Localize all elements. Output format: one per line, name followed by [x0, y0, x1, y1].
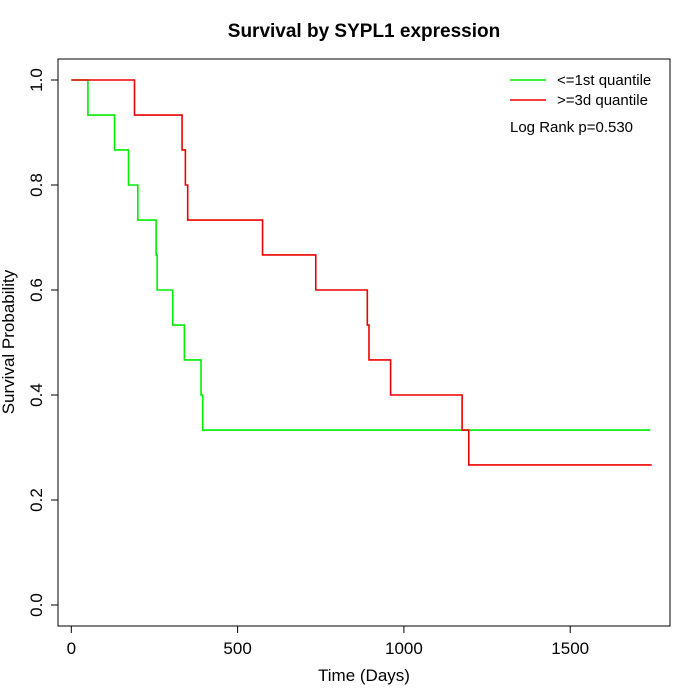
log-rank-annotation: Log Rank p=0.530	[510, 119, 633, 136]
x-tick-label: 1500	[551, 639, 589, 658]
y-tick-label: 0.8	[27, 173, 46, 197]
y-tick-label: 0.0	[27, 593, 46, 617]
legend-label: >=3d quantile	[557, 92, 648, 109]
y-axis-label: Survival Probability	[0, 269, 18, 414]
x-tick-label: 0	[67, 639, 76, 658]
survival-curve-high	[71, 79, 652, 466]
legend-label: <=1st quantile	[557, 72, 651, 89]
y-tick-label: 0.6	[27, 278, 46, 302]
plot-area	[57, 58, 671, 627]
x-tick-label: 1000	[385, 639, 423, 658]
y-tick-label: 1.0	[27, 68, 46, 92]
x-tick-label: 500	[223, 639, 251, 658]
legend: <=1st quantile >=3d quantile	[510, 72, 651, 109]
survival-curve-low	[71, 79, 651, 431]
series-layer	[71, 79, 652, 466]
chart-title: Survival by SYPL1 expression	[228, 21, 500, 42]
x-axis-label: Time (Days)	[318, 666, 410, 685]
y-tick-label: 0.2	[27, 488, 46, 512]
y-tick-label: 0.4	[27, 383, 46, 407]
y-axis: 0.0 0.2 0.4 0.6 0.8 1.0	[27, 68, 59, 617]
x-axis: 0 500 1000 1500	[67, 625, 589, 658]
